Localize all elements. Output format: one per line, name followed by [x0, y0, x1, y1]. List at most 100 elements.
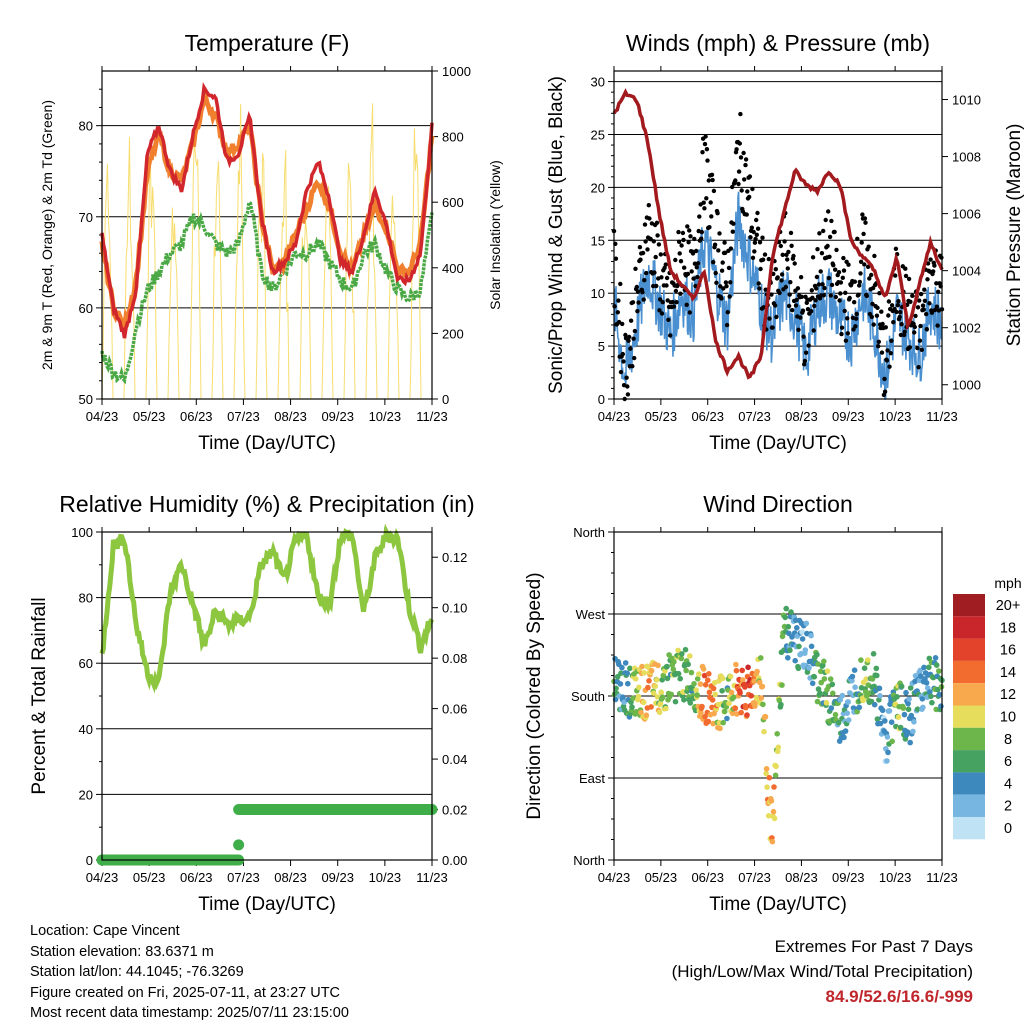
direction-point — [808, 643, 815, 650]
legend-swatch — [953, 727, 985, 751]
gust-point — [869, 272, 874, 278]
direction-point — [776, 697, 783, 704]
gust-point — [936, 289, 941, 294]
gust-point — [680, 230, 686, 236]
direction-point — [694, 676, 701, 682]
gust-point — [834, 247, 839, 253]
legend-label: 20+ — [996, 598, 1021, 614]
direction-point — [710, 720, 716, 727]
direction-point — [895, 714, 902, 720]
direction-point — [764, 784, 770, 790]
gust-point — [767, 316, 772, 321]
direction-point — [734, 711, 740, 717]
direction-point — [815, 661, 821, 667]
direction-point — [907, 739, 913, 746]
gust-point — [836, 270, 842, 275]
direction-point — [739, 667, 745, 674]
gust-point — [815, 247, 820, 252]
gust-point — [631, 336, 636, 341]
direction-point — [740, 677, 746, 683]
x-tick-label: 04/23 — [86, 870, 119, 885]
direction-point — [778, 701, 784, 708]
gust-point — [762, 252, 768, 257]
direction-point — [905, 706, 912, 713]
gust-point — [871, 322, 876, 327]
y2-tick-label: 1004 — [952, 264, 981, 279]
panel-title: Wind Direction — [703, 491, 853, 517]
gust-point — [895, 303, 900, 308]
series-gust-points — [611, 111, 945, 402]
direction-point — [732, 705, 739, 712]
legend-label: 18 — [1000, 620, 1016, 636]
gust-point — [866, 244, 871, 249]
gust-point — [692, 236, 697, 242]
gust-point — [827, 234, 833, 240]
gust-point — [702, 141, 708, 147]
direction-point — [849, 678, 855, 684]
direction-point — [877, 693, 883, 699]
direction-point — [874, 716, 881, 722]
direction-point — [933, 662, 940, 668]
direction-point — [760, 701, 766, 708]
gust-point — [711, 260, 716, 265]
gust-point — [654, 220, 660, 225]
gust-point — [697, 214, 702, 219]
direction-point — [655, 662, 661, 669]
gust-point — [753, 236, 758, 242]
y2-tick-label: 1000 — [952, 378, 981, 393]
direction-point — [785, 623, 792, 630]
y-tick-label: 70 — [79, 210, 93, 225]
gust-point — [838, 280, 844, 285]
direction-point — [907, 685, 914, 691]
gust-point — [692, 261, 698, 266]
direction-point — [687, 700, 694, 706]
direction-point — [699, 703, 705, 710]
extremes-box: Extremes For Past 7 Days (High/Low/Max W… — [672, 934, 973, 1009]
direction-point — [817, 690, 823, 697]
gust-point — [817, 231, 822, 236]
gust-point — [898, 310, 903, 315]
y-tick-label: East — [579, 771, 605, 786]
gust-point — [655, 233, 660, 238]
y2-tick-label: 0.00 — [442, 853, 467, 868]
direction-point — [697, 681, 704, 687]
direction-point — [888, 719, 895, 725]
gust-point — [695, 274, 700, 280]
y-axis-label: 2m & 9m T (Red, Orange) & 2m Td (Green) — [39, 100, 55, 370]
legend-label: 6 — [1004, 754, 1012, 770]
direction-point — [877, 720, 884, 727]
gust-point — [829, 218, 834, 224]
x-tick-label: 07/23 — [738, 870, 771, 885]
direction-point — [638, 709, 644, 716]
direction-point — [814, 651, 820, 658]
direction-point — [670, 666, 677, 673]
x-tick-label: 04/23 — [598, 409, 631, 424]
gust-point — [742, 177, 747, 182]
legend-swatch — [953, 817, 985, 840]
direction-point — [618, 670, 624, 676]
direction-point — [620, 694, 626, 700]
gust-point — [882, 389, 888, 394]
y2-tick-label: 0.10 — [442, 601, 467, 616]
gust-point — [755, 226, 761, 231]
direction-point — [828, 705, 835, 711]
gust-point — [819, 251, 825, 256]
direction-point — [827, 676, 834, 682]
x-tick-label: 05/23 — [133, 409, 166, 424]
y2-tick-label: 1000 — [442, 64, 471, 79]
gust-point — [816, 282, 821, 287]
legend-swatch — [953, 616, 985, 639]
gust-point — [805, 307, 811, 312]
direction-point — [923, 680, 930, 686]
gust-point — [760, 235, 765, 240]
y-tick-label: 60 — [79, 656, 93, 671]
gust-point — [695, 261, 701, 266]
gust-point — [796, 327, 801, 332]
direction-point — [742, 684, 748, 690]
x-axis-label: Time (Day/UTC) — [709, 433, 847, 454]
y2-axis-label: Solar Insolation (Yellow) — [487, 160, 503, 310]
gust-point — [710, 177, 715, 183]
direction-point — [724, 715, 730, 722]
series-wind-line — [613, 191, 943, 400]
x-tick-label: 10/23 — [369, 409, 402, 424]
